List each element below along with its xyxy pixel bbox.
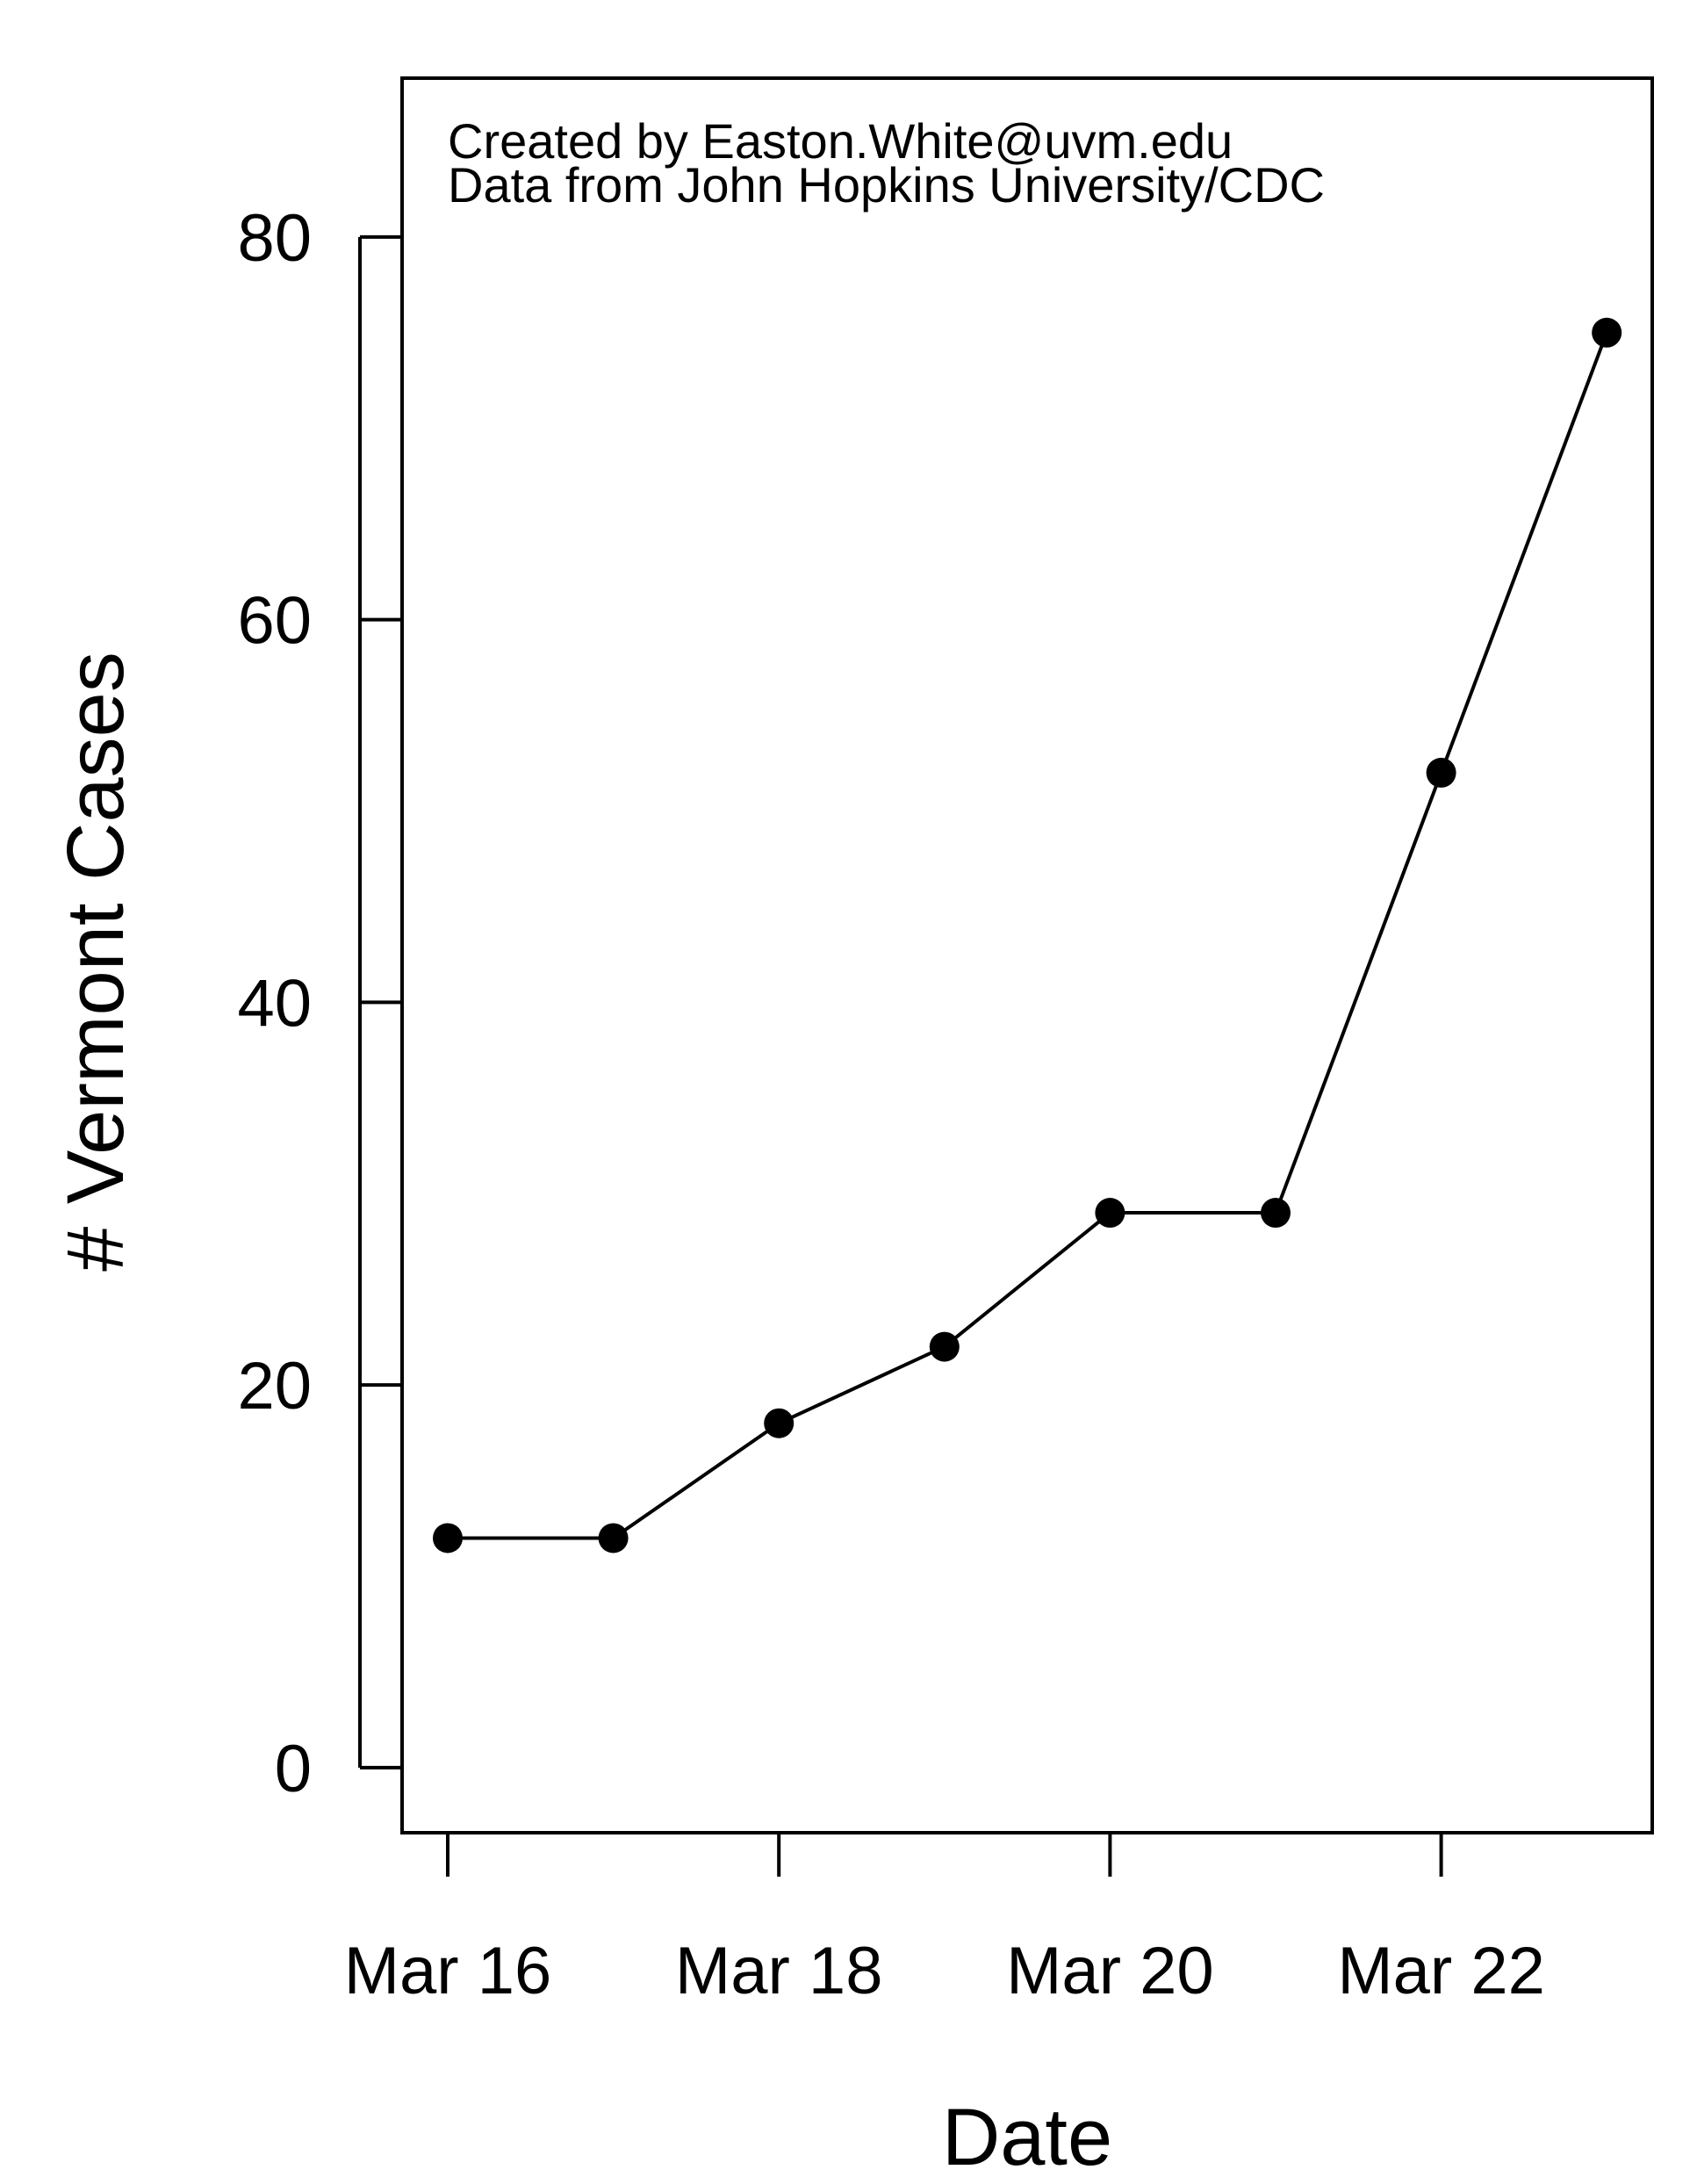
x-tick-label: Mar 16: [344, 1934, 552, 2008]
data-point: [1426, 757, 1456, 788]
credit-line-1: Created by Easton.White@uvm.edu: [448, 113, 1233, 169]
series-group: [433, 317, 1622, 1553]
y-tick-label: 20: [237, 1349, 312, 1424]
x-tick-label: Mar 22: [1337, 1934, 1545, 2008]
y-tick-label: 60: [237, 584, 312, 659]
x-axis: Mar 16 Mar 18 Mar 20 Mar 22: [344, 1831, 1545, 2008]
y-axis: 0 20 40 60 80: [237, 201, 402, 1806]
x-tick-label: Mar 20: [1006, 1934, 1214, 2008]
data-point: [1261, 1198, 1291, 1229]
y-tick-label: 40: [237, 966, 312, 1041]
data-point: [929, 1331, 960, 1362]
credit-line-2: Data from John Hopkins University/CDC: [448, 157, 1325, 213]
data-point: [598, 1523, 629, 1553]
data-point: [433, 1523, 463, 1553]
data-point: [1592, 317, 1622, 348]
x-tick-label: Mar 18: [675, 1934, 883, 2008]
y-axis-title: # Vermont Cases: [51, 652, 140, 1272]
plot-frame: [400, 76, 1654, 1834]
x-axis-title: Date: [942, 2093, 1112, 2182]
y-tick-label: 0: [275, 1732, 312, 1806]
y-tick-label: 80: [237, 201, 312, 276]
data-point: [1095, 1198, 1125, 1229]
series-line: [448, 332, 1609, 1540]
data-point: [764, 1408, 795, 1438]
